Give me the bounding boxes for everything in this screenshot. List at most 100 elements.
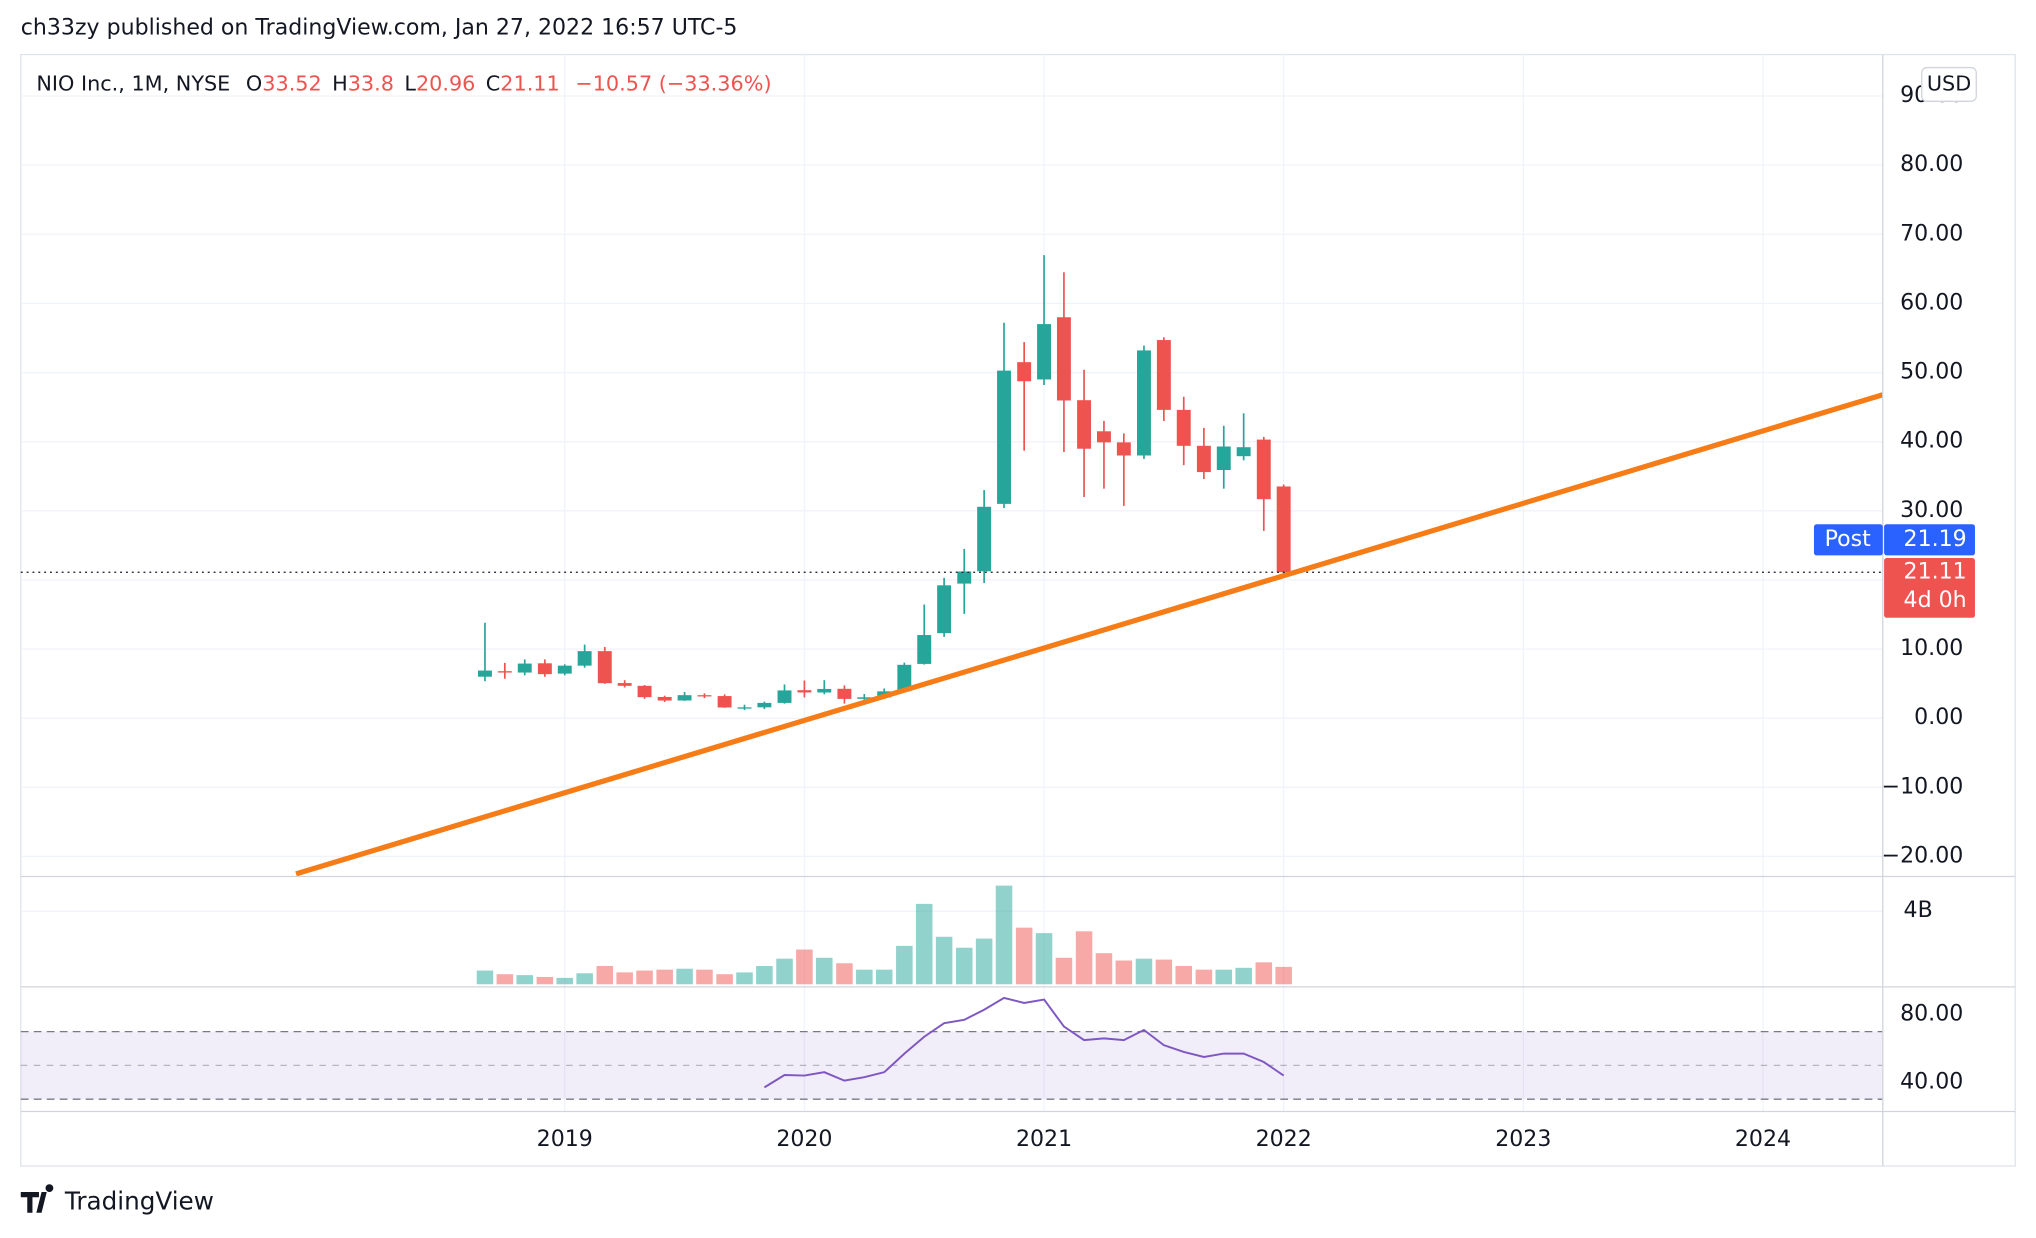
post-price-label: 21.19 [1904, 527, 1967, 552]
logo [20, 1184, 54, 1213]
y-tick-label: −10.00 [1882, 774, 1964, 799]
candle-body [597, 651, 612, 684]
candle-body [1196, 445, 1211, 473]
volume-bar [536, 976, 554, 985]
candle-body [757, 702, 772, 708]
volume-bar [1135, 958, 1153, 985]
volume-bar [476, 970, 494, 985]
volume-bar [656, 969, 673, 985]
candle-body [937, 585, 952, 634]
volume-bar [1275, 966, 1292, 985]
volume-bar [1195, 969, 1213, 985]
volume-bar [516, 975, 533, 985]
candle-body [1116, 442, 1131, 456]
volume-bar [1215, 969, 1233, 985]
y-tick-label: 0.00 [1914, 705, 1963, 730]
candle-body [1236, 447, 1251, 457]
candle-body [917, 635, 932, 664]
last-price-box [1884, 557, 1975, 618]
volume-bar [696, 969, 713, 985]
candle-body [497, 671, 512, 673]
y-tick-label: 50.00 [1900, 360, 1963, 385]
y-tick-label: 10.00 [1900, 636, 1963, 661]
candle-body [817, 688, 832, 693]
candle-body [697, 695, 712, 697]
rsi-band [20, 1031, 1883, 1100]
publisher: ch33zy published on TradingView.com, Jan… [21, 16, 738, 41]
volume-bar [915, 903, 933, 985]
volume-bar [1055, 957, 1073, 985]
last-price-label: 21.11 [1904, 559, 1967, 584]
legend-key: H [332, 71, 348, 95]
volume-bar [836, 963, 853, 985]
candle-body [797, 690, 812, 693]
volume-bar [636, 970, 653, 985]
y-tick-label: 30.00 [1900, 498, 1963, 523]
legend-key: O [246, 71, 262, 95]
x-tick-label: 2021 [1016, 1127, 1072, 1152]
candle-body [837, 688, 852, 699]
candle-body [777, 690, 792, 703]
volume-bar [716, 974, 733, 985]
volume-bar [616, 972, 633, 985]
x-tick-label: 2022 [1256, 1127, 1312, 1152]
volume-bar [1075, 931, 1093, 985]
y-tick-label: 40.00 [1900, 429, 1963, 454]
candle-body [1276, 486, 1291, 573]
legend-value: −10.57 (−33.36%) [575, 71, 771, 95]
candle-body [537, 663, 552, 675]
candle-body [1137, 350, 1151, 456]
currency-box [1921, 66, 1977, 102]
volume-bar [1095, 953, 1113, 985]
rsi-tick-label: 40.00 [1900, 1069, 1963, 1094]
candle-body [577, 651, 592, 666]
x-tick-label: 2019 [537, 1127, 593, 1152]
volume-bar [676, 968, 693, 985]
candle-body [997, 370, 1011, 504]
candle-body [637, 685, 652, 698]
countdown: 4d 0h [1904, 588, 1967, 613]
volume-bar [1035, 933, 1053, 985]
legend: NIO Inc., 1M, NYSE [36, 71, 230, 95]
volume-bar [955, 947, 973, 985]
candle-body [897, 664, 912, 692]
candle-body [657, 696, 672, 701]
volume-bar [995, 885, 1013, 985]
y-tick-label: 70.00 [1900, 221, 1963, 246]
candle-body [737, 707, 752, 709]
legend-value: 21.11 [500, 71, 559, 95]
volume-bar [975, 938, 993, 985]
legend-value: 20.96 [416, 71, 475, 95]
legend-value: 33.52 [262, 71, 321, 95]
volume-bar [935, 936, 953, 985]
candle-body [1176, 409, 1191, 446]
volume-bar [556, 977, 574, 985]
brand: TradingView [20, 1184, 214, 1215]
candle-body [1077, 400, 1092, 449]
candle-body [1216, 446, 1231, 471]
candle-body [717, 696, 732, 708]
candle-body [1017, 362, 1032, 382]
post-price-box [1884, 524, 1975, 556]
frame [20, 53, 2016, 1167]
symbol: NIO Inc., 1M, NYSE [36, 71, 230, 95]
volume-bar [896, 945, 913, 985]
y-tick-label: 60.00 [1900, 290, 1963, 315]
volume-bar [856, 969, 873, 985]
legend-key: C [486, 71, 501, 95]
brand-name: TradingView [64, 1186, 214, 1215]
marks [20, 255, 1883, 1089]
candle-body [977, 506, 992, 572]
post-box [1813, 524, 1883, 556]
volume-bar [1155, 959, 1173, 985]
candle-body [617, 683, 632, 686]
candle-body [1156, 340, 1171, 410]
grid [20, 54, 1883, 1112]
rsi-line [763, 996, 1285, 1089]
candle-body [1056, 317, 1071, 401]
axes: 20192020202120222023202490.0080.0070.006… [537, 66, 1977, 1152]
candle-body [1256, 439, 1271, 500]
legend-value: 33.8 [348, 71, 394, 95]
volume-bar [496, 974, 514, 985]
candle-body [517, 663, 532, 673]
